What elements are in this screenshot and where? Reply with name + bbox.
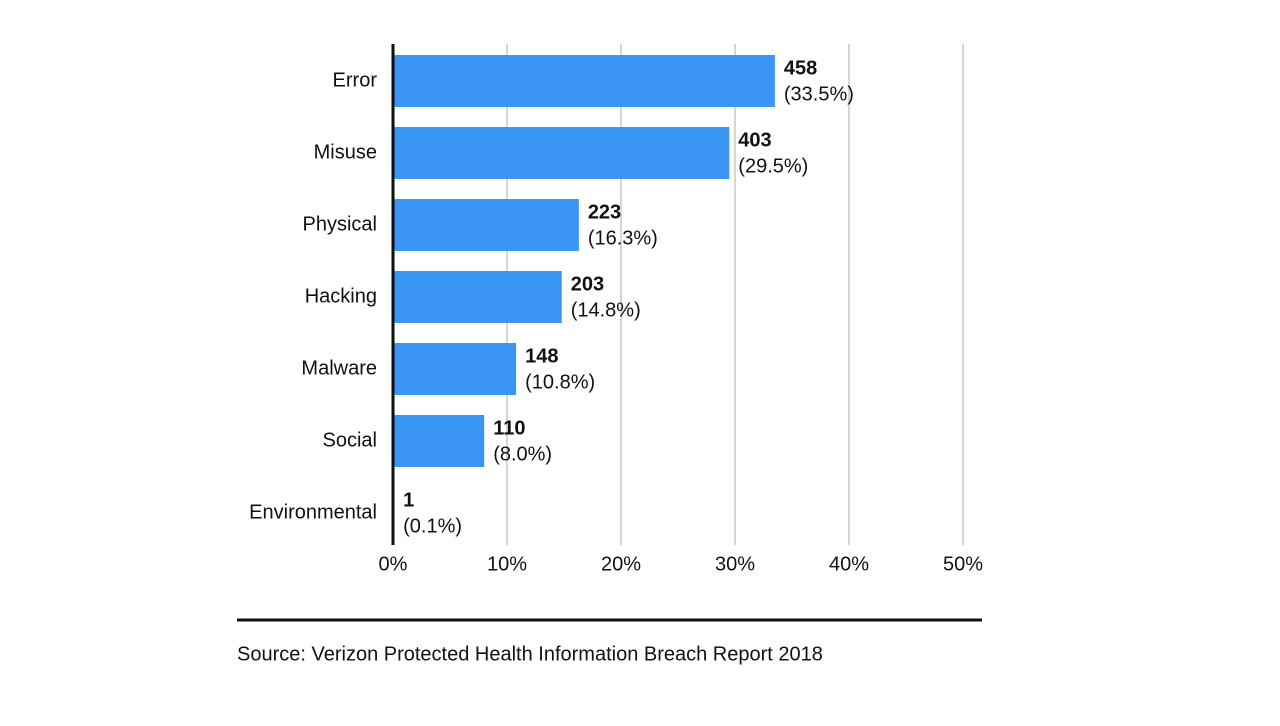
value-label: (0.1%) bbox=[403, 515, 462, 537]
x-tick-label: 40% bbox=[829, 553, 869, 575]
y-tick-label: Hacking bbox=[305, 285, 377, 307]
bar bbox=[393, 343, 517, 395]
count-label: 148 bbox=[525, 345, 558, 367]
count-label: 110 bbox=[493, 417, 525, 439]
y-tick-label: Misuse bbox=[314, 141, 377, 163]
value-label: (16.3%) bbox=[588, 227, 658, 249]
bar bbox=[393, 199, 579, 251]
value-label: (8.0%) bbox=[493, 443, 552, 465]
y-tick-label: Environmental bbox=[249, 501, 377, 523]
count-label: 458 bbox=[784, 57, 817, 79]
value-label: (10.8%) bbox=[525, 371, 595, 393]
y-tick-label: Malware bbox=[301, 357, 377, 379]
value-label: (14.8%) bbox=[571, 299, 641, 321]
source: Source: Verizon Protected Health Informa… bbox=[237, 643, 823, 665]
bar bbox=[393, 55, 775, 107]
x-tick-label: 10% bbox=[487, 553, 527, 575]
y-tick-label: Error bbox=[333, 69, 378, 91]
y-tick-label: Social bbox=[323, 429, 377, 451]
bar bbox=[393, 271, 562, 323]
x-tick-label: 20% bbox=[601, 553, 641, 575]
count-label: 1 bbox=[403, 489, 414, 511]
count-label: 223 bbox=[588, 201, 621, 223]
x-tick-label: 0% bbox=[379, 553, 408, 575]
bar bbox=[393, 415, 485, 467]
x-tick-label: 30% bbox=[715, 553, 755, 575]
count-label: 203 bbox=[571, 273, 604, 295]
count-label: 403 bbox=[738, 129, 771, 151]
bar bbox=[393, 127, 730, 179]
value-label: (29.5%) bbox=[738, 155, 808, 177]
y-tick-label: Physical bbox=[303, 213, 377, 235]
value-label: (33.5%) bbox=[784, 83, 854, 105]
x-tick-label: 50% bbox=[943, 553, 983, 575]
